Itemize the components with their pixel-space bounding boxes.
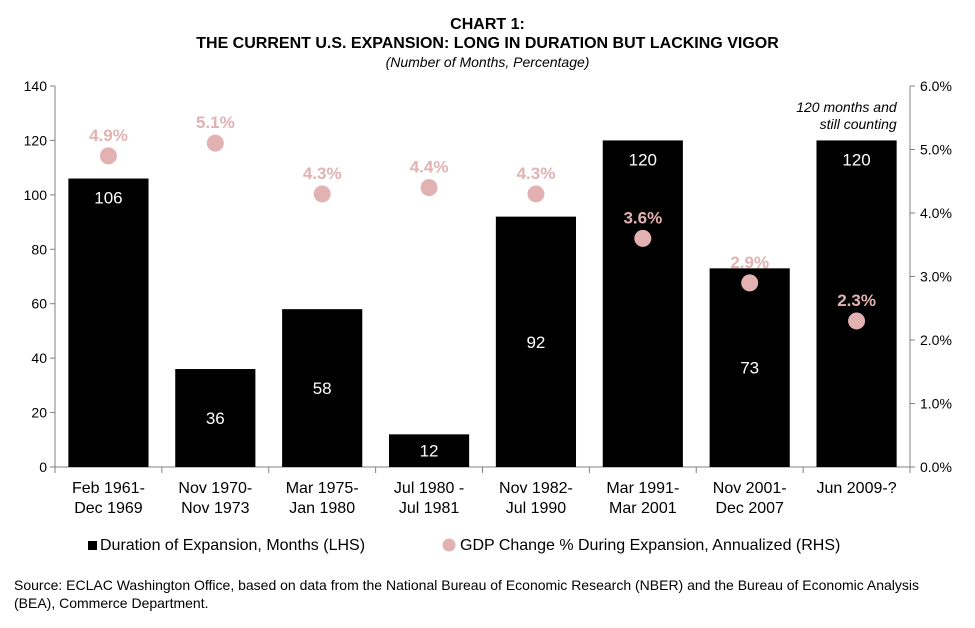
gdp-data-label: 3.6%: [623, 208, 662, 227]
bar-chart: 0 20 40 60 80 100 120 140 0.0% 1.0% 2.0% 3.0% 4.0% 5.…: [24, 78, 952, 554]
category-label: Feb 1961-: [72, 480, 145, 497]
left-tick-label: 140: [24, 78, 48, 94]
chart-title-line-2: THE CURRENT U.S. EXPANSION: LONG IN DURA…: [196, 35, 779, 52]
left-tick-label: 120: [24, 132, 48, 148]
gdp-marker: [527, 185, 545, 203]
category-label: Jun 2009-?: [817, 480, 897, 497]
category-label: Jul 1990: [506, 500, 567, 517]
gdp-marker: [206, 134, 224, 152]
annotation-text: still counting: [820, 116, 897, 132]
duration-bar: [495, 216, 577, 467]
legend-swatch-gdp: [442, 538, 456, 552]
right-tick-label: 5.0%: [920, 142, 952, 158]
category-label: Jan 1980: [289, 500, 355, 517]
category-label: Mar 2001: [609, 500, 677, 517]
category-label: Nov 2001-: [713, 480, 787, 497]
category-label: Jul 1981: [399, 500, 460, 517]
category-label: Nov 1970-: [178, 480, 252, 497]
duration-bar-label: 36: [206, 409, 225, 428]
duration-bar-label: 73: [740, 359, 759, 378]
legend-label-duration: Duration of Expansion, Months (LHS): [100, 537, 365, 554]
left-tick-label: 0: [39, 459, 47, 475]
gdp-data-label: 5.1%: [196, 113, 235, 132]
category-label: Nov 1973: [181, 500, 250, 517]
duration-bar-label: 120: [629, 150, 657, 169]
gdp-marker: [99, 147, 117, 165]
gdp-data-label: 4.3%: [517, 164, 556, 183]
gdp-data-label: 4.3%: [303, 164, 342, 183]
right-tick-label: 3.0%: [920, 269, 952, 285]
category-label: Mar 1991-: [606, 480, 679, 497]
left-tick-label: 20: [31, 405, 47, 421]
legend-label-gdp: GDP Change % During Expansion, Annualize…: [460, 537, 840, 554]
duration-bar-label: 12: [420, 442, 439, 461]
gdp-marker: [848, 312, 866, 330]
category-label: Jul 1980 -: [394, 480, 464, 497]
duration-bar: [175, 369, 256, 467]
left-tick-label: 40: [31, 350, 47, 366]
gdp-data-label: 4.4%: [410, 158, 449, 177]
category-label: Mar 1975-: [286, 480, 359, 497]
duration-bar-label: 92: [526, 333, 545, 352]
category-label: Nov 1982-: [499, 480, 573, 497]
gdp-data-label: 2.9%: [730, 253, 769, 272]
duration-bar: [68, 178, 149, 467]
annotation-text: 120 months and: [796, 99, 898, 115]
duration-bar: [282, 309, 363, 467]
duration-bar: [709, 268, 790, 467]
right-tick-label: 4.0%: [920, 205, 952, 221]
category-label: Dec 1969: [74, 500, 143, 517]
legend-swatch-duration: [88, 541, 97, 550]
gdp-marker: [313, 185, 331, 203]
duration-bar-label: 58: [313, 379, 332, 398]
right-tick-label: 0.0%: [920, 459, 952, 475]
left-tick-label: 100: [24, 187, 48, 203]
duration-bar: [388, 434, 470, 467]
duration-bar: [816, 140, 897, 467]
duration-bar: [602, 140, 683, 467]
duration-bar-label: 120: [842, 150, 870, 169]
right-tick-label: 1.0%: [920, 396, 952, 412]
gdp-marker: [634, 229, 652, 247]
chart-subtitle: (Number of Months, Percentage): [385, 54, 590, 70]
gdp-marker: [420, 179, 438, 197]
left-tick-label: 80: [31, 241, 47, 257]
right-tick-label: 6.0%: [920, 78, 952, 94]
category-label: Dec 2007: [715, 500, 784, 517]
gdp-data-label: 2.3%: [837, 291, 876, 310]
gdp-marker: [741, 274, 759, 292]
gdp-data-label: 4.9%: [89, 126, 128, 145]
chart-title-block: CHART 1: THE CURRENT U.S. EXPANSION: LON…: [0, 15, 975, 71]
left-tick-label: 60: [31, 296, 47, 312]
source-note: Source: ECLAC Washington Office, based o…: [14, 577, 920, 611]
duration-bar-label: 106: [94, 189, 122, 208]
chart-title-line-1: CHART 1:: [450, 16, 525, 33]
right-tick-label: 2.0%: [920, 332, 952, 348]
